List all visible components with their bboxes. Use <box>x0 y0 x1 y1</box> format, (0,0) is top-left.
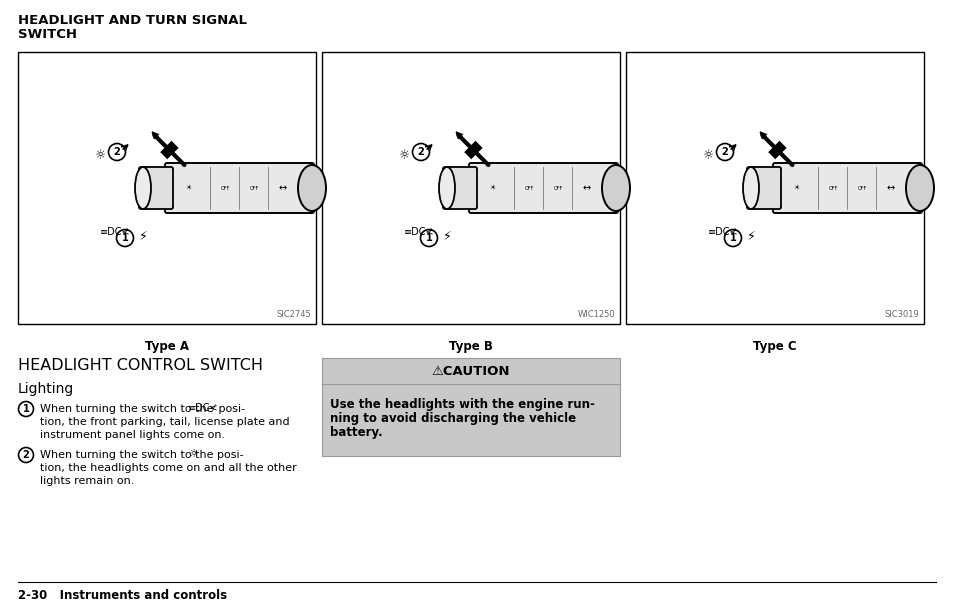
Text: SIC3019: SIC3019 <box>883 310 918 319</box>
Text: battery.: battery. <box>330 426 382 439</box>
Text: 1: 1 <box>121 233 129 243</box>
Ellipse shape <box>438 167 455 209</box>
Text: ⚠CAUTION: ⚠CAUTION <box>432 365 510 378</box>
Text: ↔: ↔ <box>582 183 591 193</box>
Text: 1: 1 <box>729 233 736 243</box>
Text: OFF: OFF <box>220 185 230 190</box>
Circle shape <box>116 229 133 246</box>
Text: 2: 2 <box>417 147 424 157</box>
Text: Type C: Type C <box>753 340 796 353</box>
Bar <box>322 52 619 324</box>
Ellipse shape <box>601 165 629 211</box>
Text: Type A: Type A <box>145 340 189 353</box>
Text: OFF: OFF <box>553 185 562 190</box>
Text: ⚡: ⚡ <box>746 229 755 243</box>
Text: HEADLIGHT CONTROL SWITCH: HEADLIGHT CONTROL SWITCH <box>18 358 263 373</box>
Text: 2: 2 <box>720 147 727 157</box>
Text: OFF: OFF <box>857 185 865 190</box>
Text: ⚡: ⚡ <box>138 229 147 243</box>
Ellipse shape <box>297 165 326 211</box>
Circle shape <box>18 447 33 463</box>
Text: OFF: OFF <box>827 185 837 190</box>
FancyBboxPatch shape <box>165 163 314 213</box>
Bar <box>322 358 619 384</box>
Text: 2: 2 <box>23 450 30 460</box>
Bar <box>767 141 786 159</box>
Circle shape <box>716 143 733 161</box>
Text: 1: 1 <box>23 404 30 414</box>
Text: Use the headlights with the engine run-: Use the headlights with the engine run- <box>330 398 595 411</box>
Text: ☀: ☀ <box>186 185 192 191</box>
Bar <box>322 384 619 456</box>
Bar <box>625 52 923 324</box>
FancyBboxPatch shape <box>139 167 172 209</box>
Text: When turning the switch to the: When turning the switch to the <box>40 404 216 414</box>
Text: tion, the front parking, tail, license plate and: tion, the front parking, tail, license p… <box>40 417 290 427</box>
Text: posi-: posi- <box>203 450 243 460</box>
Text: 1: 1 <box>425 233 432 243</box>
Ellipse shape <box>135 167 151 209</box>
Text: ≡DC≮: ≡DC≮ <box>188 403 218 413</box>
Ellipse shape <box>905 165 933 211</box>
Bar <box>322 358 619 456</box>
Text: OFF: OFF <box>524 185 533 190</box>
Text: instrument panel lights come on.: instrument panel lights come on. <box>40 430 225 440</box>
Text: ⚡: ⚡ <box>442 229 451 243</box>
Circle shape <box>18 401 33 416</box>
Text: 2-30   Instruments and controls: 2-30 Instruments and controls <box>18 589 227 602</box>
Text: WIC1250: WIC1250 <box>577 310 615 319</box>
FancyBboxPatch shape <box>469 163 618 213</box>
Text: ↔: ↔ <box>278 183 287 193</box>
Circle shape <box>412 143 429 161</box>
Text: ≡DC≮: ≡DC≮ <box>707 227 738 237</box>
Circle shape <box>723 229 740 246</box>
Text: HEADLIGHT AND TURN SIGNAL: HEADLIGHT AND TURN SIGNAL <box>18 14 247 27</box>
Circle shape <box>109 143 126 161</box>
Text: ≡DC≮: ≡DC≮ <box>99 227 131 237</box>
Bar <box>18 52 315 324</box>
Text: Lighting: Lighting <box>18 382 74 396</box>
Text: When turning the switch to the: When turning the switch to the <box>40 450 216 460</box>
Text: posi-: posi- <box>214 404 245 414</box>
Bar <box>160 141 178 159</box>
Text: tion, the headlights come on and all the other: tion, the headlights come on and all the… <box>40 463 296 473</box>
Text: ☼: ☼ <box>95 150 107 162</box>
Text: OFF: OFF <box>249 185 258 190</box>
Text: ☼: ☼ <box>702 150 714 162</box>
Text: 2: 2 <box>113 147 120 157</box>
FancyBboxPatch shape <box>442 167 476 209</box>
Text: lights remain on.: lights remain on. <box>40 476 134 486</box>
Text: Type B: Type B <box>449 340 493 353</box>
Text: ≡DC≮: ≡DC≮ <box>403 227 434 237</box>
Text: SIC2745: SIC2745 <box>276 310 311 319</box>
FancyBboxPatch shape <box>772 163 921 213</box>
FancyBboxPatch shape <box>746 167 781 209</box>
Text: ☀: ☀ <box>489 185 496 191</box>
Bar <box>464 141 482 159</box>
Text: SWITCH: SWITCH <box>18 28 77 41</box>
Text: ☀: ☀ <box>793 185 799 191</box>
Ellipse shape <box>742 167 759 209</box>
Text: ↔: ↔ <box>886 183 894 193</box>
Circle shape <box>420 229 437 246</box>
Text: ☼: ☼ <box>399 150 410 162</box>
Text: ☼: ☼ <box>188 449 198 459</box>
Text: ning to avoid discharging the vehicle: ning to avoid discharging the vehicle <box>330 412 576 425</box>
